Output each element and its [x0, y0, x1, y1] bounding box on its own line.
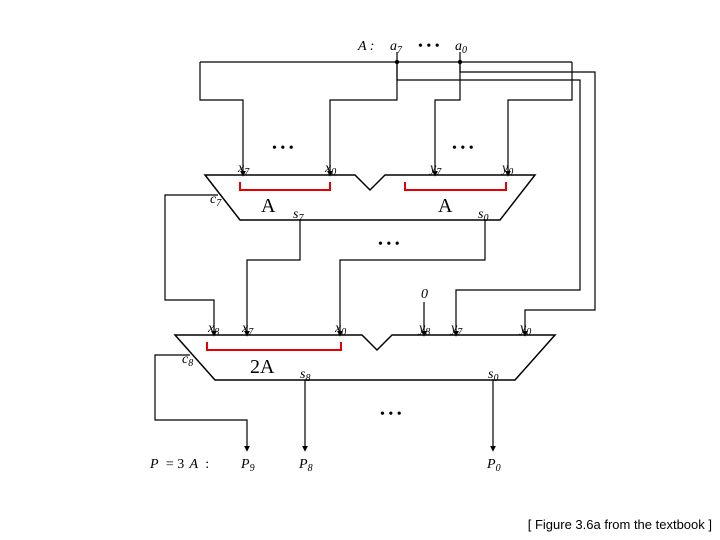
label-y0: y0: [500, 161, 513, 178]
wire-to-y7: [435, 62, 460, 175]
header-dots: • • •: [418, 39, 440, 54]
label-x7b: x7: [241, 321, 254, 338]
figure-caption: [ Figure 3.6a from the textbook ]: [528, 517, 712, 532]
red-bracket-x: [240, 182, 330, 190]
red-bracket-2a: [207, 342, 341, 350]
wire-to-x7: [200, 62, 243, 175]
wire-to-y0b: [460, 62, 595, 335]
label-A-left: A: [261, 195, 276, 217]
label-2A: 2A: [250, 356, 275, 378]
label-s7: s7: [293, 207, 304, 224]
label-a0: a0: [455, 39, 467, 56]
label-y0b: y0: [518, 321, 531, 338]
wire-to-x0: [330, 62, 397, 175]
wire-c8: [155, 355, 247, 450]
wire-to-y0: [508, 62, 572, 175]
label-zero: 0: [421, 287, 428, 302]
red-bracket-y: [405, 182, 506, 190]
label-P8: P8: [298, 457, 313, 474]
wire-s7: [247, 220, 300, 335]
label-A-colon: A :: [357, 39, 374, 54]
label-y8b: y8: [417, 321, 430, 338]
wire-c7: [165, 195, 218, 335]
dots-top-right: • • •: [452, 141, 474, 156]
label-x8b: x8: [207, 321, 219, 338]
label-s0: s0: [478, 207, 488, 224]
wire-s0: [340, 220, 485, 335]
dots-mid: • • •: [378, 237, 400, 252]
label-P-eq: P = 3 A :: [149, 457, 209, 472]
label-y7: y7: [428, 161, 442, 178]
diagram-canvas: A : a7 • • • a0 • • • • • • x7 x0 y7 y0 …: [0, 0, 720, 540]
dots-top-left: • • •: [272, 141, 294, 156]
label-x0b: x0: [334, 321, 346, 338]
label-A-right: A: [438, 195, 453, 217]
label-x7: x7: [237, 161, 250, 178]
header-row: A : a7 • • • a0: [357, 39, 467, 56]
label-P0: P0: [486, 457, 501, 474]
label-x0: x0: [324, 161, 336, 178]
dots-bot: • • •: [380, 407, 402, 422]
label-y7b: y7: [449, 321, 463, 338]
label-P9: P9: [240, 457, 255, 474]
